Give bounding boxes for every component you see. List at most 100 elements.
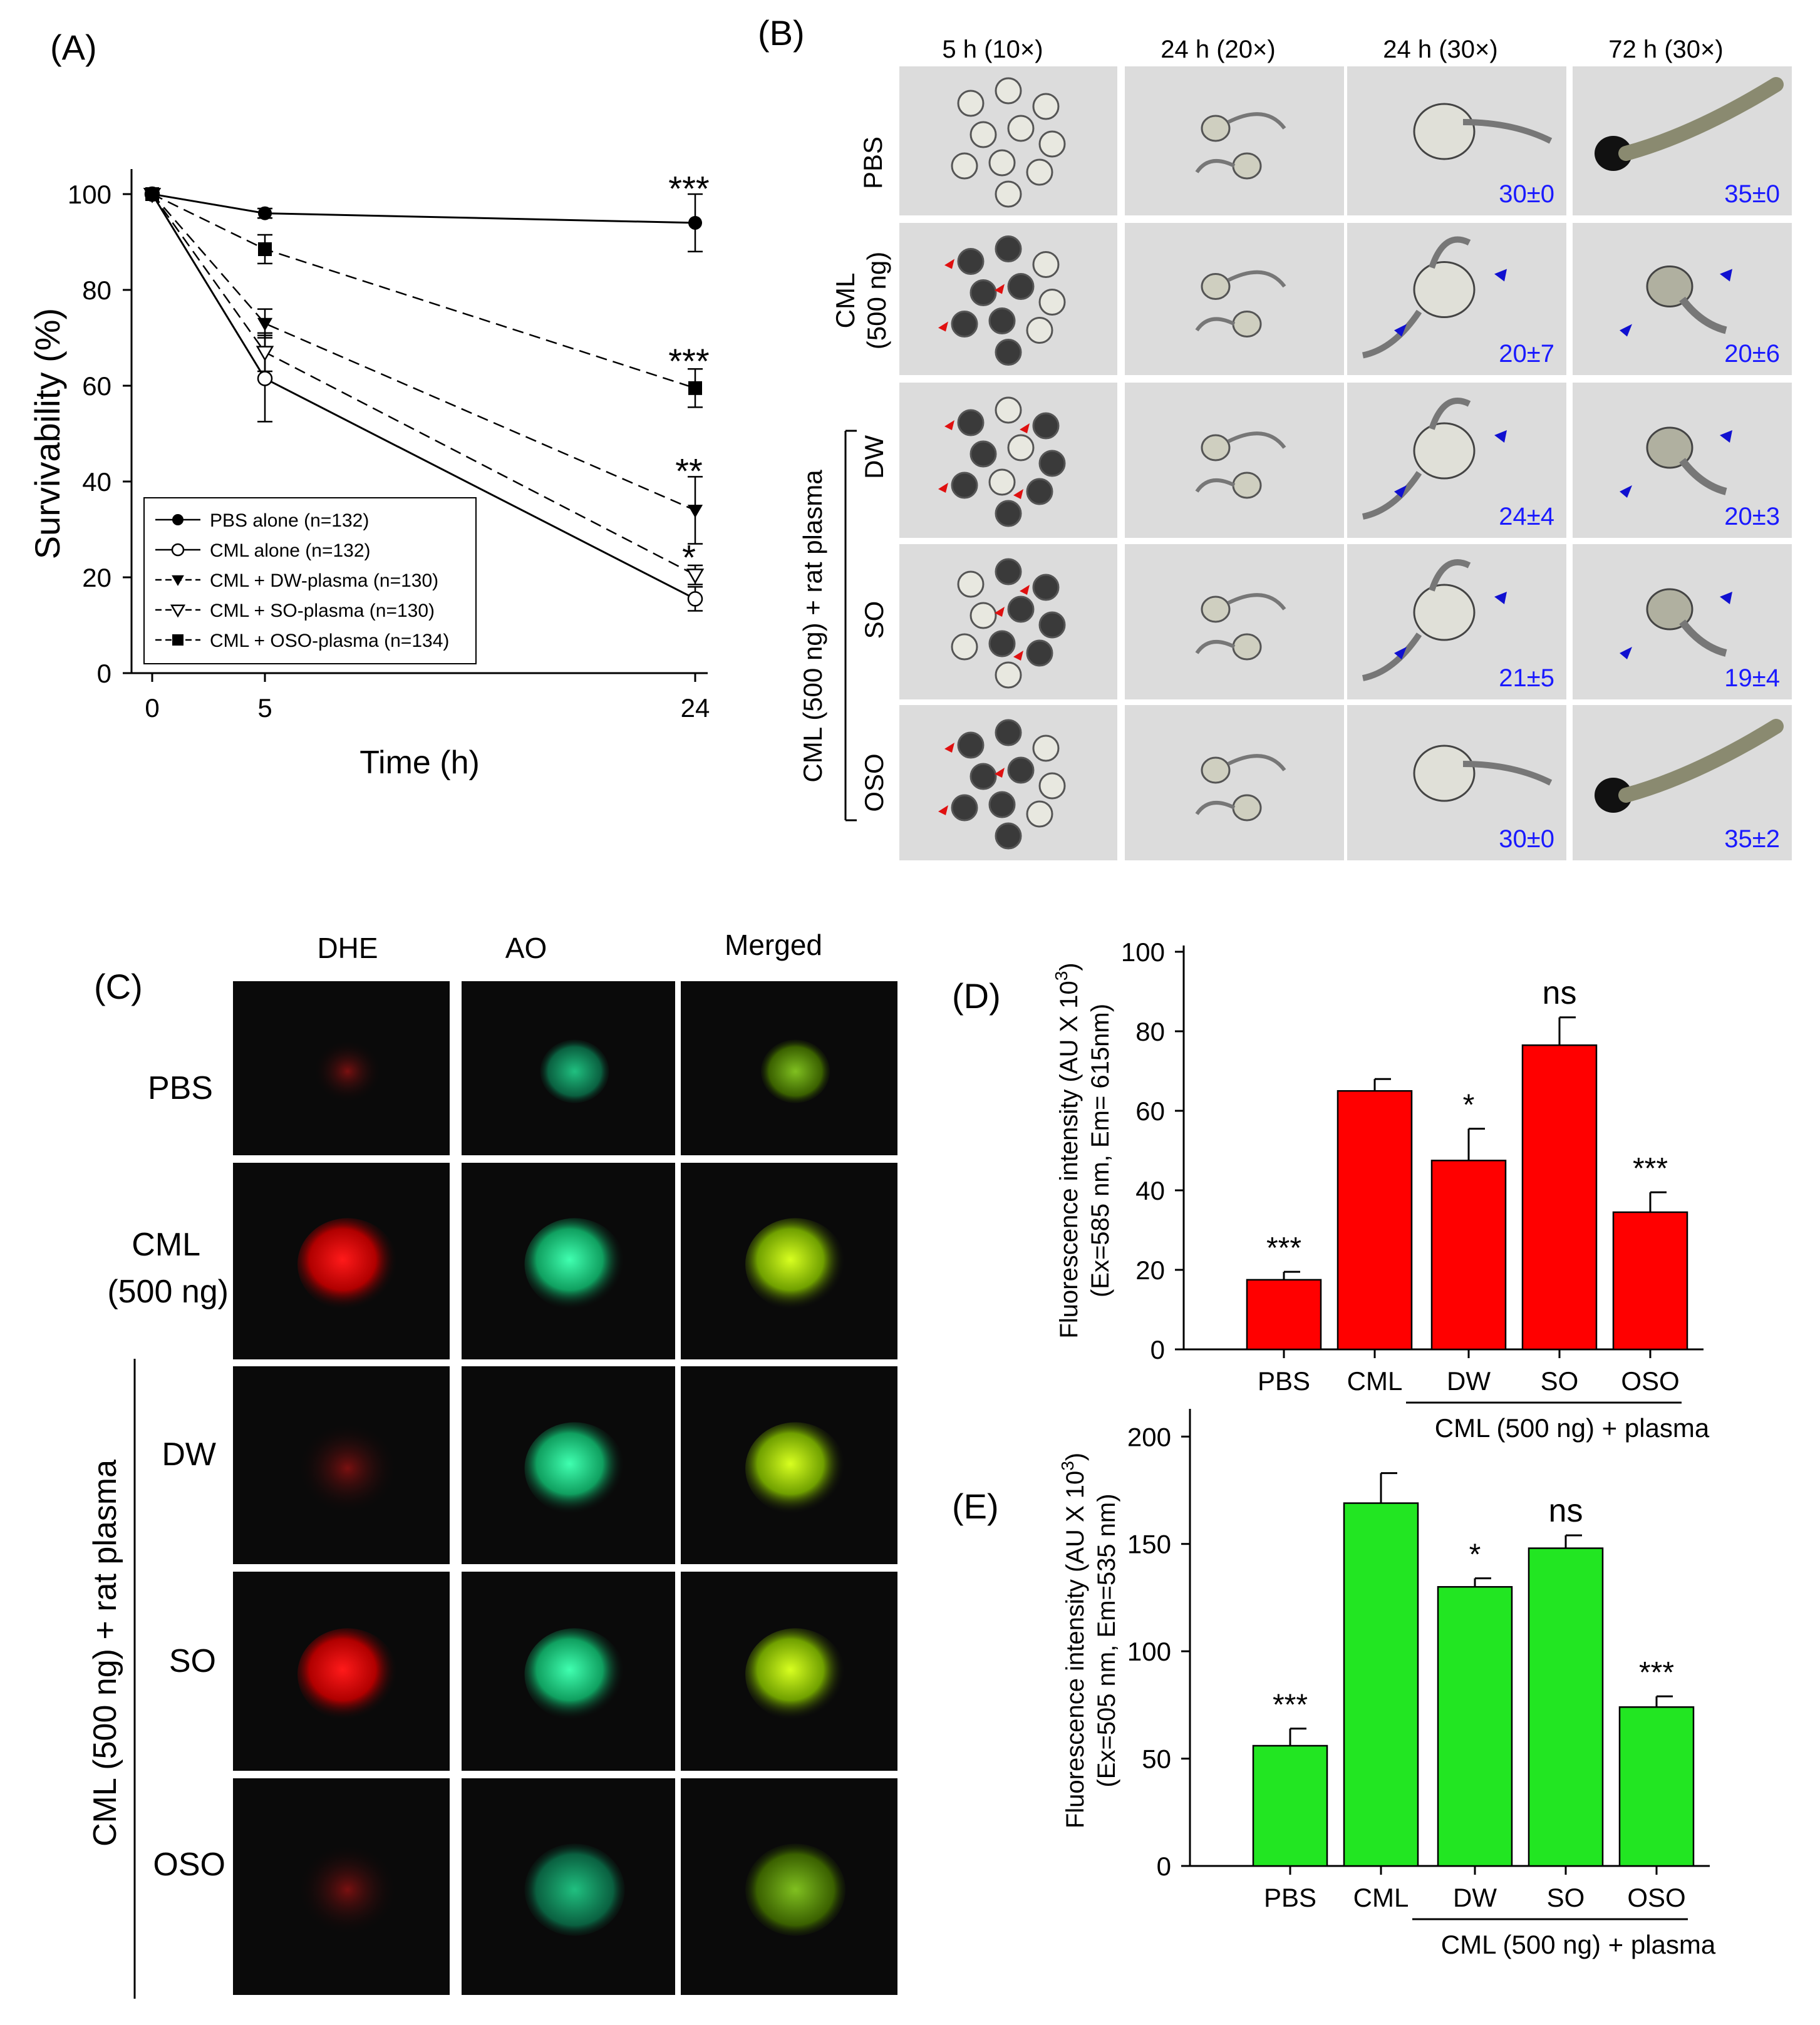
embryo-egg: [1026, 639, 1053, 667]
undefined-bar: [1528, 1547, 1604, 1867]
b-cell-r4-c2: 30±0: [1346, 704, 1568, 862]
b-image-tile: [1124, 704, 1345, 862]
arrowhead-blue-icon: [1720, 430, 1732, 443]
embryo-egg: [1007, 115, 1035, 142]
arrowhead-red-icon: [944, 259, 954, 269]
embryo-larva: [1201, 434, 1231, 461]
c-cell-r1-c0: [230, 1160, 452, 1362]
embryo-tail: [1195, 640, 1236, 654]
embryo-tail: [1227, 593, 1286, 611]
undefined-bar: [1437, 1586, 1513, 1867]
embryo-egg: [995, 822, 1022, 850]
c-embryo-fluorescence: [524, 1218, 625, 1311]
a-data-point: [145, 187, 159, 201]
a-legend-box: [143, 497, 477, 664]
embryo-egg: [988, 468, 1016, 496]
embryo-egg: [1038, 130, 1066, 158]
a-series-line: [152, 193, 696, 512]
c-embryo-fluorescence: [297, 1218, 398, 1311]
undefined-y-axis-label-text: Fluorescence intensity (AU X 10: [1062, 1471, 1089, 1828]
c-col-header-merged: Merged: [725, 929, 822, 961]
b-col-header-1: 5 h (10×): [942, 36, 1043, 63]
undefined-x-tick-label: OSO: [1627, 1883, 1685, 1912]
c-embryo-fluorescence: [297, 1422, 398, 1515]
embryo-egg: [988, 630, 1016, 657]
undefined-significance-label: *: [1463, 1089, 1475, 1122]
a-x-tick-label: 0: [145, 693, 159, 723]
c-col-header-dhe: DHE: [317, 932, 378, 964]
undefined-x-tick-label: CML: [1353, 1883, 1409, 1912]
embryo-egg: [995, 558, 1022, 585]
embryo-egg: [969, 763, 997, 790]
c-cell-r0-c2: [678, 979, 900, 1158]
undefined-significance-label: ***: [1639, 1656, 1674, 1689]
embryo-egg: [1026, 800, 1053, 828]
b-cell-r3-c0: [898, 543, 1119, 701]
larva-head: [1646, 265, 1693, 307]
a-data-point: [686, 569, 705, 584]
a-x-tick-label: 24: [681, 693, 710, 723]
undefined-significance-label: *: [1469, 1538, 1481, 1572]
b-row-label-so: SO: [859, 601, 889, 639]
embryo-tail: [1195, 801, 1236, 815]
a-y-tick-label: 60: [82, 371, 111, 401]
undefined-y-axis-label-text: Fluorescence intensity (AU X 10: [1055, 981, 1083, 1338]
b-image-tile: [1124, 381, 1345, 539]
panel-a-tag: (A): [50, 28, 97, 67]
embryo-egg: [951, 471, 978, 499]
arrowhead-blue-icon: [1620, 324, 1632, 337]
undefined-significance-label: ***: [1633, 1152, 1668, 1185]
b-cell-r2-c1: [1124, 381, 1345, 539]
b-cell-r0-c1: [1124, 65, 1345, 217]
c-embryo-fluorescence: [297, 1843, 398, 1936]
undefined-y-axis-label-sup: 3: [1052, 971, 1071, 981]
embryo-larva: [1201, 756, 1231, 784]
c-embryo-fluorescence: [524, 1628, 625, 1721]
embryo-tail: [1227, 112, 1286, 130]
b-survival-count: 20±3: [1724, 503, 1780, 530]
b-col-header-4: 72 h (30×): [1608, 36, 1723, 63]
arrowhead-red-icon: [995, 768, 1005, 778]
embryo-tail: [1227, 431, 1286, 449]
undefined-y-tick-label: 50: [1142, 1744, 1171, 1774]
panel-d-chart: 0 20 40 60 80 100 PBS *** CML DW * SO ns OSO *** CML (5…: [1052, 937, 1710, 1443]
undefined-y-axis-label-2: (Ex=585 nm, Em= 615nm): [1087, 1004, 1114, 1297]
undefined-y-axis-label-sup: 3: [1058, 1461, 1077, 1471]
larva-body: [1618, 719, 1784, 803]
larva-head: [1646, 426, 1693, 469]
arrowhead-blue-icon: [1494, 430, 1507, 443]
larva-head: [1646, 588, 1693, 631]
b-row-label-oso: OSO: [859, 753, 889, 812]
a-y-tick-label: 100: [68, 180, 111, 209]
panel-a: (A) 0 20 40 60 80 100 0 5 24 Time (h) Survivabilit…: [28, 28, 710, 781]
embryo-yolk: [1413, 422, 1476, 480]
arrowhead-blue-icon: [1720, 592, 1732, 604]
undefined-x-tick-label: SO: [1541, 1366, 1579, 1396]
larva-body: [1679, 458, 1727, 495]
a-series-line: [152, 193, 696, 224]
c-embryo-fluorescence: [745, 1218, 845, 1311]
undefined-x-tick-label: PBS: [1264, 1883, 1316, 1912]
embryo-egg: [969, 602, 997, 629]
c-cell-r0-c0: [230, 979, 452, 1158]
a-x-tick-label: 5: [257, 693, 272, 723]
a-series-line: [152, 193, 696, 389]
arrowhead-red-icon: [938, 483, 948, 493]
panel-b-tag: (B): [758, 13, 805, 53]
panel-e-tag: (E): [952, 1487, 999, 1526]
b-image-tile: [1124, 65, 1345, 217]
undefined-x-tick-label: SO: [1547, 1883, 1585, 1912]
undefined-y-axis-label: Fluorescence intensity (AU X 103): [1052, 962, 1083, 1338]
b-row-label-cml-dose: (500 ng): [862, 252, 891, 349]
embryo-larva: [1232, 633, 1262, 661]
embryo-larva: [1232, 471, 1262, 499]
embryo-yolk: [1413, 261, 1476, 318]
undefined-y-tick-label: 200: [1127, 1422, 1171, 1451]
b-cell-r2-c3: 20±3: [1571, 381, 1793, 539]
b-survival-count: 35±0: [1724, 180, 1780, 208]
embryo-egg: [1007, 273, 1035, 300]
undefined-bar: [1252, 1744, 1328, 1867]
a-legend-marker: [172, 514, 184, 525]
arrowhead-blue-icon: [1394, 485, 1407, 498]
undefined-bar: [1521, 1044, 1598, 1351]
